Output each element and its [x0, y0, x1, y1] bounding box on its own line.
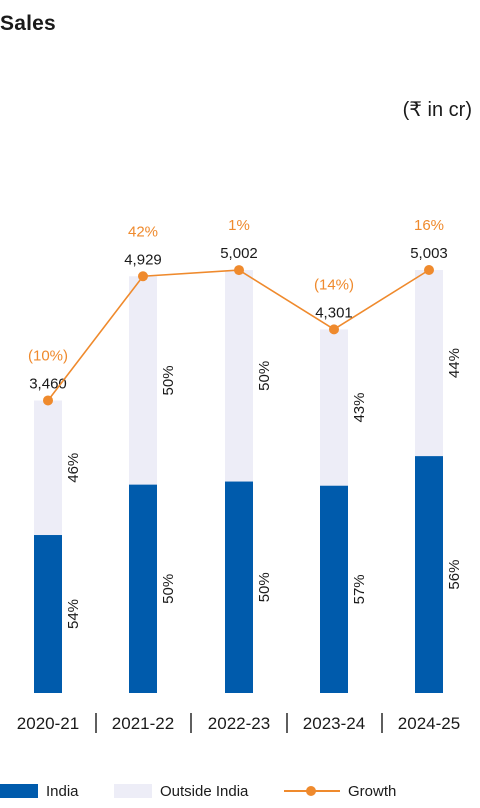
- label-growth-2024-25: 16%: [414, 217, 444, 234]
- label-india-share-2022-23: 50%: [256, 572, 273, 602]
- legend-label-outside-india: Outside India: [160, 782, 249, 800]
- tick-label-2024-25: 2024-25: [398, 714, 460, 733]
- label-india-share-2024-25: 56%: [446, 560, 463, 590]
- bar-india-2024-25: [415, 456, 443, 693]
- legend-label-growth: Growth: [348, 782, 397, 800]
- tick-label-2023-24: 2023-24: [303, 714, 365, 733]
- legend-label-india: India: [46, 782, 79, 800]
- sales-chart: 54%46%3,460(10%)2020-2150%50%4,92942%202…: [17, 217, 463, 733]
- bar-india-2022-23: [225, 481, 253, 693]
- label-outside-india-share-2023-24: 43%: [351, 393, 368, 423]
- bar-outside-india-2023-24: [320, 329, 348, 486]
- label-total-2024-25: 5,003: [410, 245, 448, 262]
- legend-swatch-india: [0, 784, 38, 798]
- label-outside-india-share-2020-21: 46%: [65, 453, 82, 483]
- legend: India Outside India Growth: [0, 780, 480, 804]
- label-total-2023-24: 4,301: [315, 304, 353, 321]
- growth-point-2023-24: [329, 324, 339, 335]
- label-growth-2023-24: (14%): [314, 276, 354, 293]
- bar-outside-india-2020-21: [34, 400, 62, 536]
- growth-point-2021-22: [138, 271, 148, 282]
- legend-item-india: India: [0, 780, 79, 802]
- bar-india-2023-24: [320, 485, 348, 693]
- label-total-2022-23: 5,002: [220, 245, 258, 262]
- bar-outside-india-2024-25: [415, 270, 443, 457]
- legend-item-growth: Growth: [284, 780, 396, 802]
- unit-label: (₹ in cr): [402, 99, 472, 121]
- tick-label-2021-22: 2021-22: [112, 714, 174, 733]
- bar-india-2020-21: [34, 535, 62, 693]
- label-outside-india-share-2021-22: 50%: [160, 365, 177, 395]
- growth-point-2020-21: [43, 395, 53, 406]
- legend-swatch-growth: [284, 784, 340, 798]
- tick-label-2020-21: 2020-21: [17, 714, 79, 733]
- growth-point-2022-23: [234, 265, 244, 276]
- label-total-2021-22: 4,929: [124, 251, 162, 268]
- label-growth-2020-21: (10%): [28, 347, 68, 364]
- label-india-share-2020-21: 54%: [65, 599, 82, 629]
- bar-outside-india-2021-22: [129, 276, 157, 485]
- chart-title: Sales: [0, 12, 56, 35]
- label-growth-2021-22: 42%: [128, 223, 158, 240]
- label-india-share-2021-22: 50%: [160, 574, 177, 604]
- label-india-share-2023-24: 57%: [351, 574, 368, 604]
- legend-item-outside-india: Outside India: [114, 780, 248, 802]
- tick-label-2022-23: 2022-23: [208, 714, 270, 733]
- label-outside-india-share-2022-23: 50%: [256, 361, 273, 391]
- label-outside-india-share-2024-25: 44%: [446, 348, 463, 378]
- growth-point-2024-25: [424, 265, 434, 275]
- label-growth-2022-23: 1%: [228, 217, 250, 234]
- bar-india-2021-22: [129, 484, 157, 693]
- bar-outside-india-2022-23: [225, 270, 253, 482]
- legend-swatch-outside-india: [114, 784, 152, 798]
